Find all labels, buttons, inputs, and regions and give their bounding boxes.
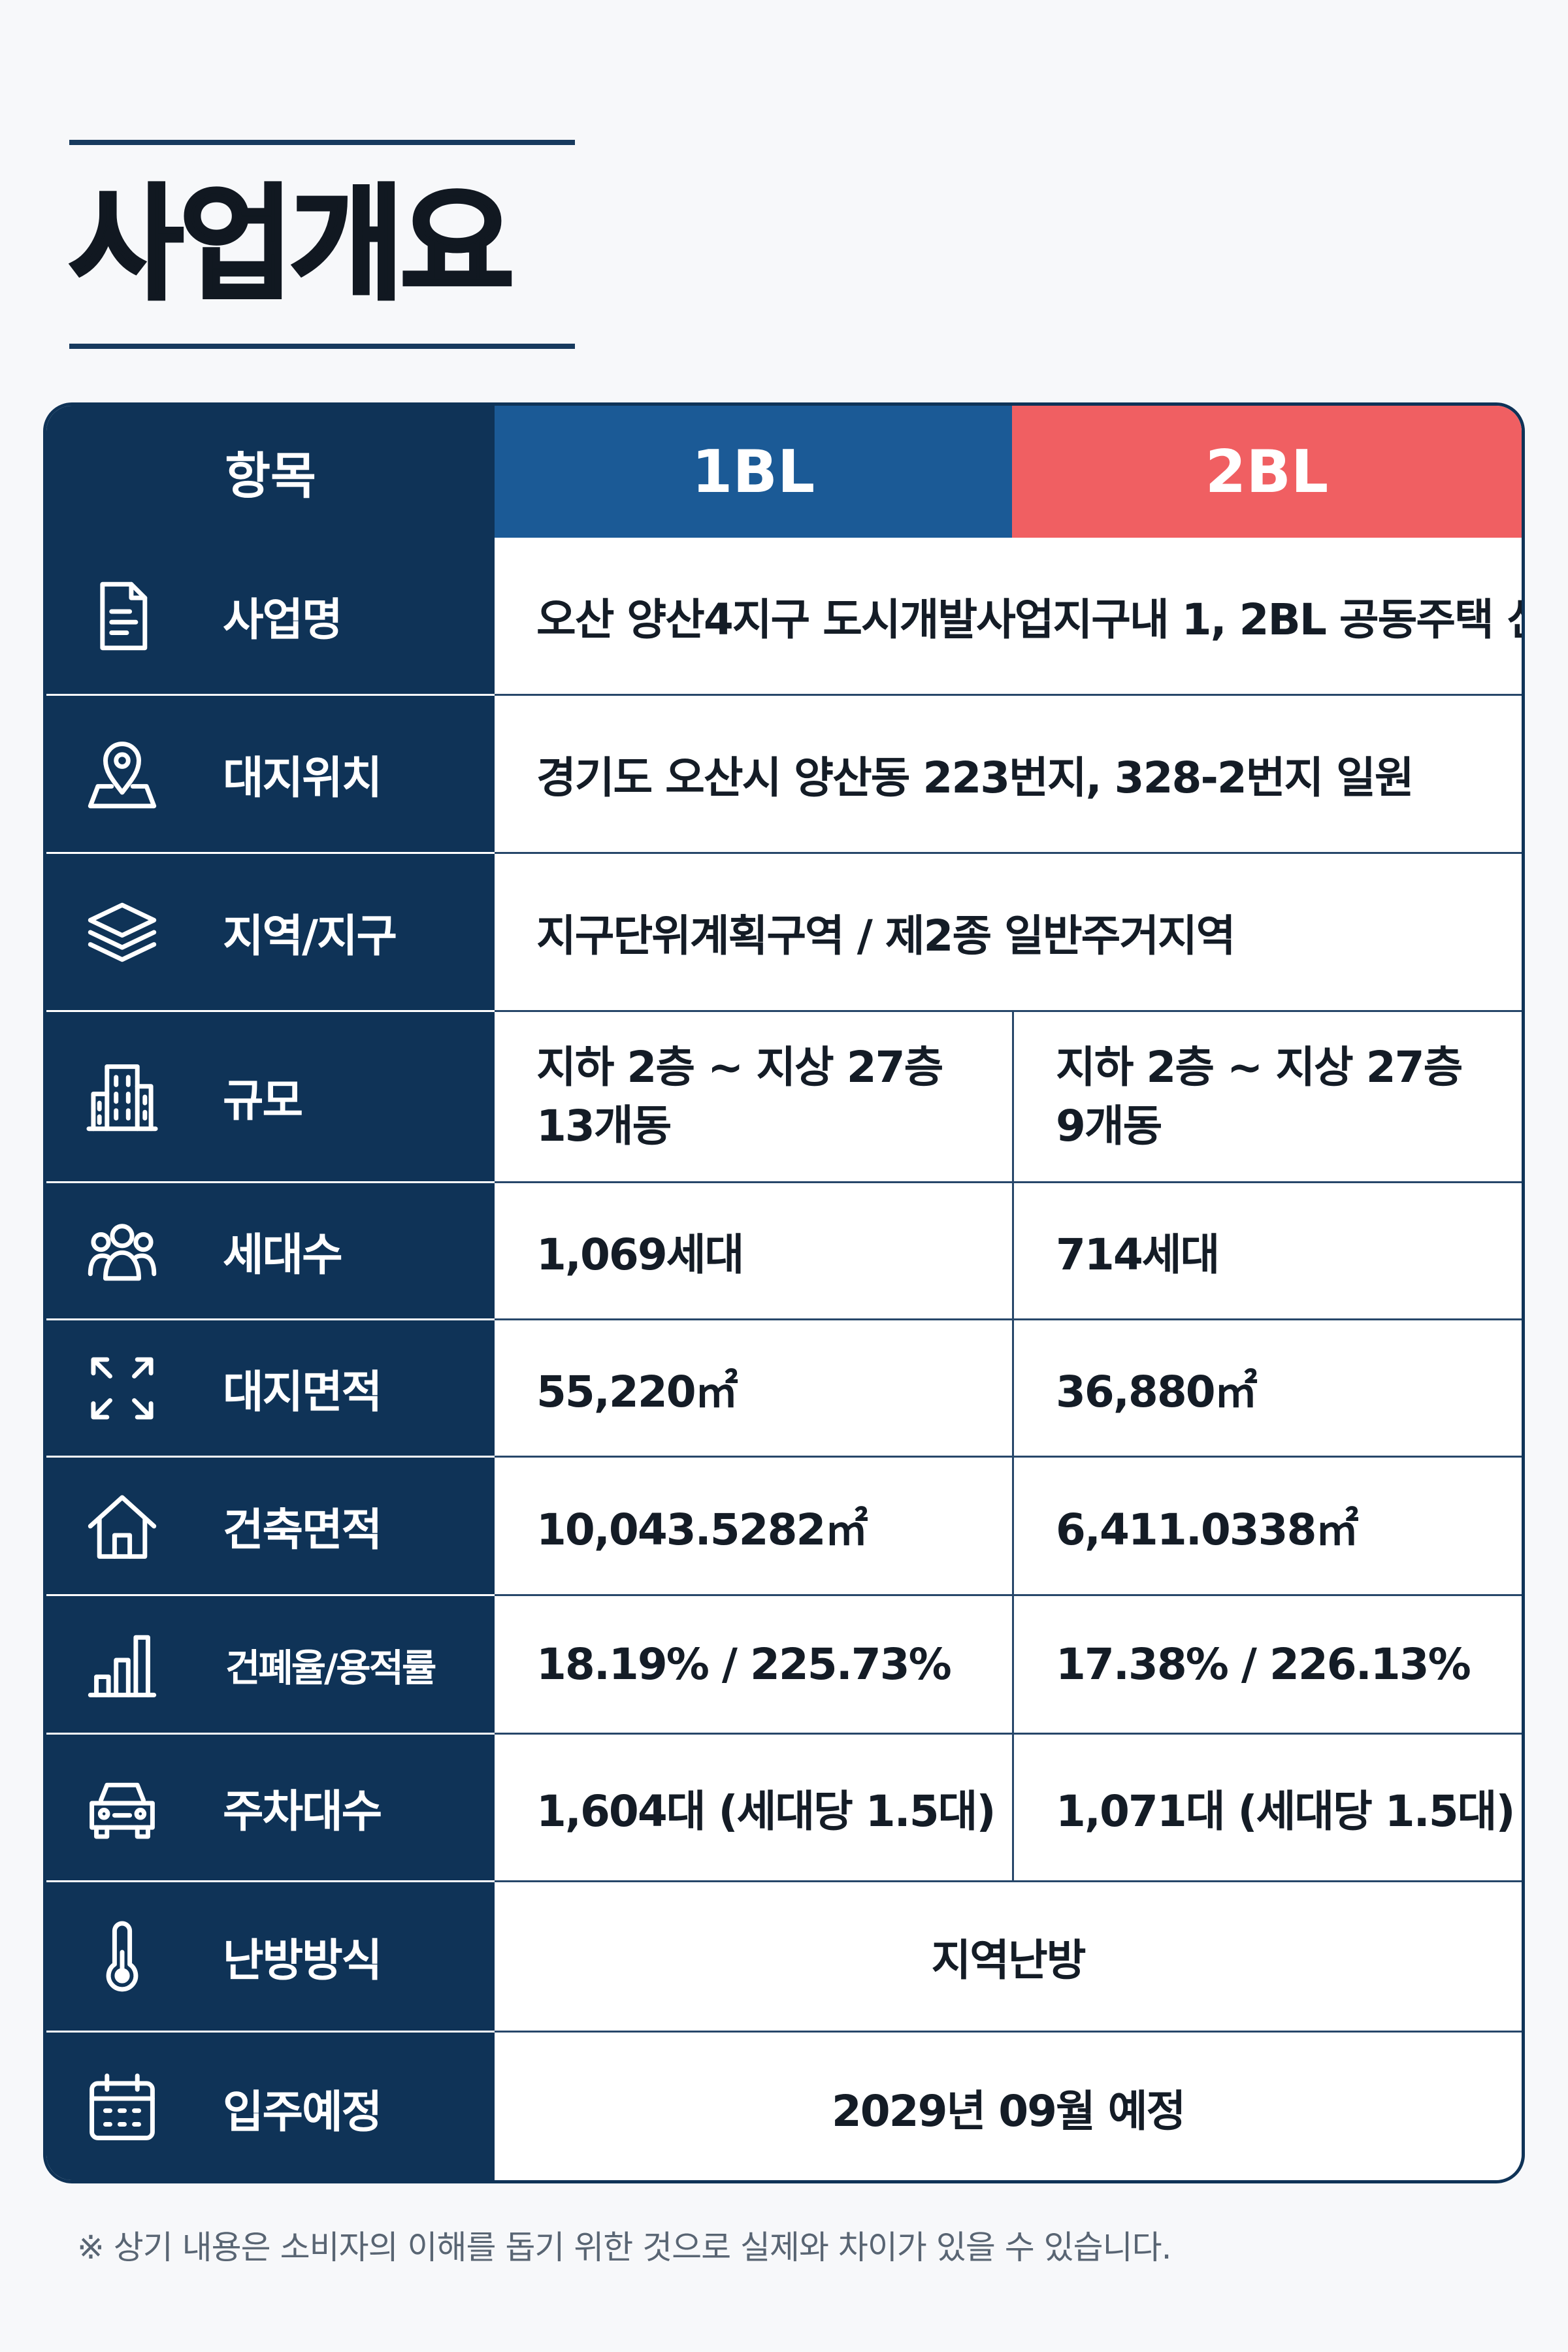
site-area-1bl-value: 55,220㎡: [495, 1320, 1012, 1458]
coverage-ratio-2bl-value: 17.38% / 226.13%: [1012, 1596, 1522, 1735]
layers-icon: [82, 892, 163, 973]
scale-1bl-floors: 지하 2층 ~ 지상 27층: [536, 1042, 943, 1093]
site-location-value: 경기도 오산시 양산동 223번지, 328-2번지 일원: [495, 696, 1522, 854]
row-label-text: 대지위치: [223, 753, 382, 804]
row-label-text: 주차대수: [223, 1786, 382, 1838]
row-label-text: 규모: [223, 1075, 303, 1127]
row-label-site-area: 대지면적: [46, 1320, 495, 1458]
row-label-text: 지역/지구: [223, 911, 397, 962]
heating-value: 지역난방: [495, 1882, 1522, 2033]
row-label-text: 세대수: [223, 1230, 343, 1281]
title-top-rule: [69, 140, 575, 145]
page-title: 사업개요: [68, 172, 516, 317]
calendar-icon: [82, 2067, 163, 2148]
households-2bl-value: 714세대: [1012, 1183, 1522, 1320]
building-icon: [82, 1056, 163, 1137]
households-1bl-value: 1,069세대: [495, 1183, 1012, 1320]
row-label-scale: 규모: [46, 1012, 495, 1183]
users-icon: [82, 1211, 163, 1292]
house-icon: [82, 1486, 163, 1567]
row-label-project-name: 사업명: [46, 538, 495, 696]
project-overview-table: 항목 1BL 2BL 사업명 오산 양산4지구 도시개발사업지구내 1, 2BL…: [43, 402, 1525, 2183]
coverage-ratio-1bl-value: 18.19% / 225.73%: [495, 1596, 1012, 1735]
site-area-2bl-value: 36,880㎡: [1012, 1320, 1522, 1458]
row-label-heating: 난방방식: [46, 1882, 495, 2033]
car-icon: [82, 1767, 163, 1848]
row-label-parking: 주차대수: [46, 1735, 495, 1882]
project-name-value: 오산 양산4지구 도시개발사업지구내 1, 2BL 공동주택 신축공사: [495, 538, 1522, 696]
scale-1bl-value: 지하 2층 ~ 지상 27층 13개동: [495, 1012, 1012, 1183]
building-area-2bl-value: 6,411.0338㎡: [1012, 1458, 1522, 1596]
parking-2bl-value: 1,071대 (세대당 1.5대): [1012, 1735, 1522, 1882]
bar-chart-icon: [82, 1624, 163, 1705]
expand-icon: [82, 1348, 163, 1429]
title-block: 사업개요: [68, 140, 575, 349]
scale-2bl-buildings: 9개동: [1056, 1100, 1162, 1151]
row-label-building-area: 건축면적: [46, 1458, 495, 1596]
parking-1bl-value: 1,604대 (세대당 1.5대): [495, 1735, 1012, 1882]
header-item: 항목: [46, 406, 495, 538]
scale-1bl-buildings: 13개동: [536, 1100, 672, 1151]
building-area-1bl-value: 10,043.5282㎡: [495, 1458, 1012, 1596]
row-label-text: 건폐율/용적률: [225, 1645, 436, 1690]
row-label-move-in: 입주예정: [46, 2033, 495, 2180]
row-label-text: 입주예정: [223, 2086, 382, 2138]
title-bottom-rule: [69, 344, 575, 349]
scale-2bl-value: 지하 2층 ~ 지상 27층 9개동: [1012, 1012, 1522, 1183]
row-label-text: 사업명: [223, 595, 343, 646]
location-pin-icon: [82, 734, 163, 815]
header-2bl: 2BL: [1012, 406, 1522, 538]
document-icon: [82, 576, 163, 657]
row-label-text: 난방방식: [223, 1935, 382, 1987]
row-label-households: 세대수: [46, 1183, 495, 1320]
zoning-value: 지구단위계획구역 / 제2종 일반주거지역: [495, 854, 1522, 1012]
footnote: ※ 상기 내용은 소비자의 이해를 돕기 위한 것으로 실제와 차이가 있을 수…: [77, 2229, 1172, 2266]
row-label-coverage-ratio: 건폐율/용적률: [46, 1596, 495, 1735]
row-label-text: 건축면적: [223, 1505, 382, 1556]
row-label-text: 대지면적: [223, 1367, 382, 1418]
move-in-value: 2029년 09월 예정: [831, 2086, 1186, 2136]
row-label-zoning: 지역/지구: [46, 854, 495, 1012]
header-1bl: 1BL: [495, 406, 1012, 538]
scale-2bl-floors: 지하 2층 ~ 지상 27층: [1056, 1042, 1463, 1093]
row-label-site-location: 대지위치: [46, 696, 495, 854]
thermometer-icon: [82, 1916, 163, 1997]
